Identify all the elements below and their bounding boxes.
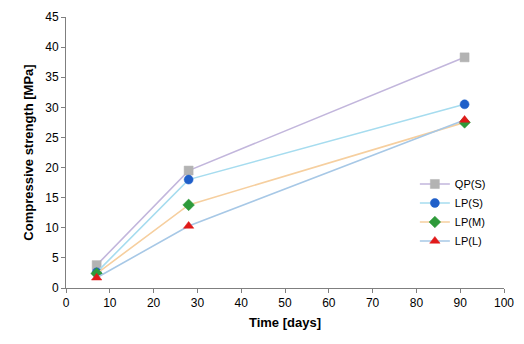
svg-text:30: 30 (191, 296, 205, 310)
svg-text:40: 40 (235, 296, 249, 310)
svg-text:0: 0 (63, 296, 70, 310)
svg-text:QP(S): QP(S) (455, 178, 486, 190)
svg-text:10: 10 (45, 221, 59, 235)
svg-text:100: 100 (494, 296, 514, 310)
svg-text:20: 20 (45, 161, 59, 175)
svg-text:Time [days]: Time [days] (249, 315, 321, 330)
svg-text:50: 50 (278, 296, 292, 310)
svg-text:80: 80 (410, 296, 424, 310)
svg-text:45: 45 (45, 10, 59, 24)
svg-text:LP(S): LP(S) (455, 197, 483, 209)
svg-text:10: 10 (103, 296, 117, 310)
svg-text:70: 70 (366, 296, 380, 310)
svg-text:40: 40 (45, 40, 59, 54)
svg-text:LP(M): LP(M) (455, 216, 485, 228)
svg-text:35: 35 (45, 70, 59, 84)
svg-text:30: 30 (45, 101, 59, 115)
svg-text:25: 25 (45, 131, 59, 145)
svg-text:LP(L): LP(L) (455, 235, 482, 247)
svg-text:20: 20 (147, 296, 161, 310)
svg-text:60: 60 (322, 296, 336, 310)
svg-text:Compressive strength [MPa]: Compressive strength [MPa] (21, 64, 36, 240)
svg-text:0: 0 (52, 281, 59, 295)
svg-text:15: 15 (45, 191, 59, 205)
svg-text:5: 5 (52, 251, 59, 265)
svg-text:90: 90 (454, 296, 468, 310)
